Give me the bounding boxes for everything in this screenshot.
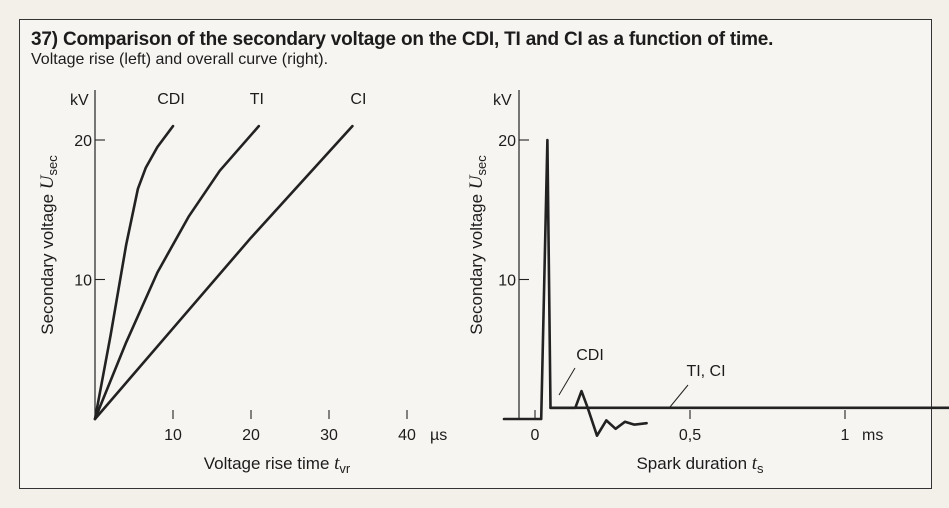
figure-frame <box>19 19 932 489</box>
x-axis-title-sub-right: s <box>757 461 764 476</box>
x-axis-title-main-left: Voltage rise time <box>204 454 334 473</box>
x-tick-label-right: 0 <box>531 427 540 444</box>
series-line-ti <box>93 124 261 421</box>
x-axis-title-right: Spark duration ts <box>636 453 764 476</box>
x-unit-label-right: ms <box>862 427 883 444</box>
series-label: CDI <box>157 91 185 108</box>
y-axis-title-symbol-left: U <box>37 174 58 189</box>
series-layer-left: CDI TI CI <box>93 91 366 421</box>
series-pointer-line <box>669 384 689 408</box>
series-pointer-line <box>558 367 576 396</box>
y-tick-label-right: 20 <box>498 133 516 150</box>
x-tick-label-left: 10 <box>164 427 182 444</box>
series-label: TI, CI <box>686 363 725 380</box>
y-axis-title-symbol-right: U <box>466 174 487 189</box>
series-line-cdi <box>93 124 175 421</box>
x-axis-title-symbol-left: t <box>334 453 340 474</box>
series-line-cdi <box>502 138 648 437</box>
tick-layer-left: 10 20 30 40 10 20 <box>74 133 416 444</box>
y-axis-title-main-left: Secondary voltage <box>38 189 57 335</box>
x-tick-label-left: 30 <box>320 427 338 444</box>
y-axis-title-main-right: Secondary voltage <box>467 189 486 335</box>
x-axis-title-main-right: Spark duration <box>636 454 751 473</box>
y-unit-label-left: kV <box>70 92 89 109</box>
figure-subtitle: Voltage rise (left) and overall curve (r… <box>31 51 329 68</box>
x-tick-label-right: 0,5 <box>679 427 701 444</box>
y-axis-title-sub-left: sec <box>45 155 60 176</box>
y-tick-label-right: 10 <box>498 273 516 290</box>
voltage-rise-chart: kV Secondary voltage Usec Voltage rise t… <box>37 90 447 476</box>
x-axis-title-left: Voltage rise time tvr <box>204 453 351 476</box>
series-line-ti-ci <box>549 406 949 410</box>
series-label: TI <box>250 91 264 108</box>
x-axis-title-symbol-right: t <box>752 453 758 474</box>
y-axis-title-right: Secondary voltage Usec <box>466 155 489 335</box>
y-tick-label-left: 10 <box>74 273 92 290</box>
x-tick-label-left: 20 <box>242 427 260 444</box>
tick-layer-right: 00,511,521020 <box>498 133 850 444</box>
series-layer-right: CDI TI, CI <box>502 138 949 437</box>
y-axis-title-sub-right: sec <box>474 155 489 176</box>
figure-title: 37) Comparison of the secondary voltage … <box>31 29 774 50</box>
series-line-ci <box>93 124 354 421</box>
series-label: CI <box>350 91 366 108</box>
y-unit-label-right: kV <box>493 92 512 109</box>
x-tick-label-right: 1 <box>841 427 850 444</box>
y-tick-label-left: 20 <box>74 133 92 150</box>
series-label: CDI <box>576 347 604 364</box>
overall-curve-chart: kV Secondary voltage Usec Spark duration… <box>466 90 949 476</box>
x-unit-label-left: µs <box>430 427 447 444</box>
x-axis-title-sub-left: vr <box>339 461 351 476</box>
y-axis-title-left: Secondary voltage Usec <box>37 155 60 335</box>
x-tick-label-left: 40 <box>398 427 416 444</box>
